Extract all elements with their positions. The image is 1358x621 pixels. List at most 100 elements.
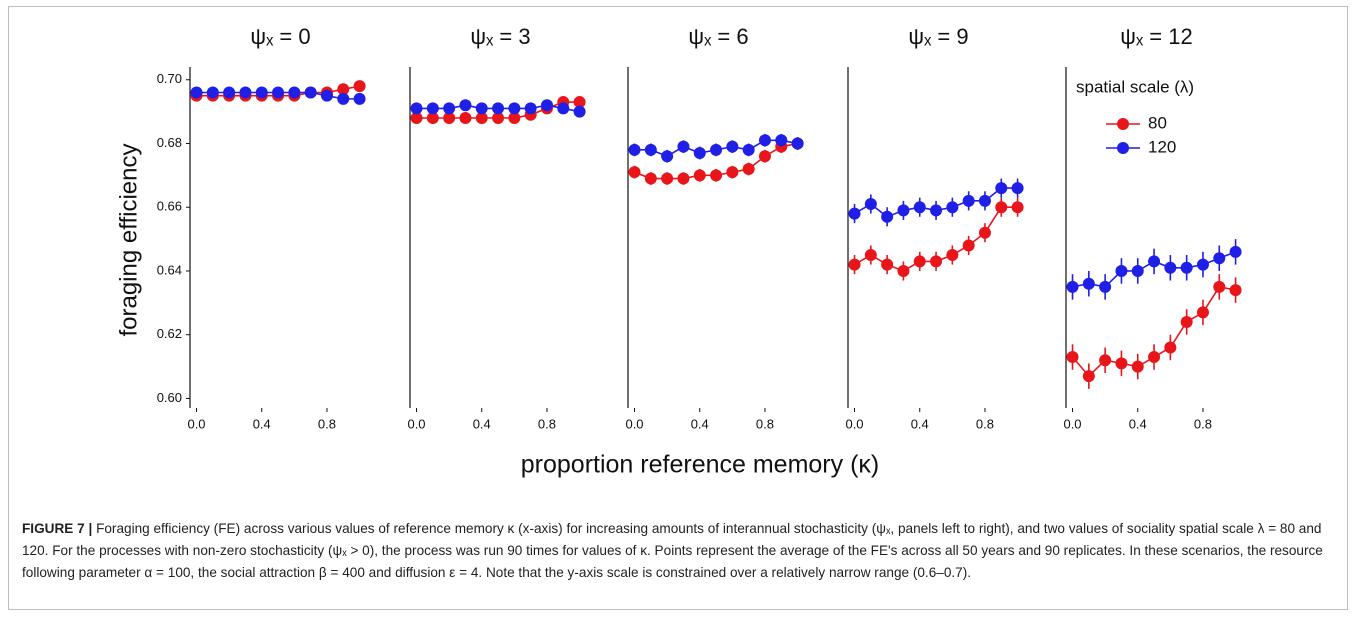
point: [492, 102, 505, 115]
panel-title: ψₓ = 6: [688, 24, 748, 49]
point: [864, 198, 877, 211]
legend-label: 120: [1148, 137, 1176, 156]
point: [693, 169, 706, 182]
point: [742, 162, 755, 175]
x-tick-label: 0.4: [473, 416, 491, 431]
caption-label: FIGURE 7 |: [22, 521, 93, 536]
point: [897, 204, 910, 217]
point: [353, 92, 366, 105]
point: [995, 201, 1008, 214]
point: [1115, 357, 1128, 370]
x-tick-label: 0.0: [625, 416, 643, 431]
point: [946, 201, 959, 214]
point: [1164, 341, 1177, 354]
y-axis-label: foraging efficiency: [115, 143, 142, 336]
y-tick-label: 0.64: [157, 262, 182, 277]
point: [677, 172, 690, 185]
point: [946, 249, 959, 262]
chart: ψₓ = 0 0.60 0.62 0.64 0.66 0.68 0.70 0.0 0.4 0.8 f…: [115, 24, 1242, 479]
panel-title: ψₓ = 0: [250, 24, 310, 49]
x-tick-label: 0.8: [538, 416, 556, 431]
point: [758, 134, 771, 147]
point: [443, 111, 456, 124]
point: [978, 194, 991, 207]
point: [962, 194, 975, 207]
point: [1082, 277, 1095, 290]
point: [320, 89, 333, 102]
point: [848, 258, 861, 271]
point: [644, 143, 657, 156]
legend-label: 80: [1148, 113, 1167, 132]
point: [410, 111, 423, 124]
x-tick-label: 0.8: [976, 416, 994, 431]
point: [1131, 360, 1144, 373]
point: [272, 86, 285, 99]
point: [1011, 182, 1024, 195]
y-tick-label: 0.66: [157, 199, 182, 214]
point: [775, 134, 788, 147]
point: [644, 172, 657, 185]
point: [913, 201, 926, 214]
point: [459, 99, 472, 112]
point: [1099, 280, 1112, 293]
legend-marker: [1117, 118, 1129, 130]
point: [930, 255, 943, 268]
y-tick-label: 0.70: [157, 71, 182, 86]
point: [337, 92, 350, 105]
point: [1164, 261, 1177, 274]
point: [353, 80, 366, 93]
x-tick-label: 0.4: [1129, 416, 1147, 431]
point: [1213, 280, 1226, 293]
point: [190, 86, 203, 99]
point: [726, 166, 739, 179]
point: [1011, 201, 1024, 214]
point: [288, 86, 301, 99]
point: [524, 102, 537, 115]
x-tick-label: 0.0: [845, 416, 863, 431]
point: [443, 102, 456, 115]
point: [426, 111, 439, 124]
point: [962, 239, 975, 252]
point: [677, 140, 690, 153]
point: [693, 147, 706, 160]
point: [710, 169, 723, 182]
caption: FIGURE 7 | Foraging efficiency (FE) acro…: [22, 518, 1332, 584]
point: [930, 204, 943, 217]
point: [742, 143, 755, 156]
x-tick-label: 0.8: [318, 416, 336, 431]
point: [1082, 370, 1095, 383]
point: [337, 83, 350, 96]
point: [661, 150, 674, 163]
point: [255, 86, 268, 99]
point: [557, 102, 570, 115]
point: [913, 255, 926, 268]
point: [239, 86, 252, 99]
point: [508, 102, 521, 115]
point: [710, 143, 723, 156]
point: [897, 264, 910, 277]
point: [573, 96, 586, 109]
point: [223, 86, 236, 99]
legend-title: spatial scale (λ): [1076, 77, 1194, 96]
point: [628, 143, 641, 156]
x-tick-label: 0.4: [691, 416, 709, 431]
point: [978, 226, 991, 239]
point: [1229, 284, 1242, 297]
point: [995, 182, 1008, 195]
point: [508, 111, 521, 124]
x-tick-label: 0.4: [911, 416, 929, 431]
panel-title: ψₓ = 3: [470, 24, 530, 49]
point: [661, 172, 674, 185]
point: [1099, 354, 1112, 367]
point: [304, 86, 317, 99]
point: [1180, 315, 1193, 328]
point: [540, 99, 553, 112]
point: [475, 102, 488, 115]
point: [628, 166, 641, 179]
panel-title: ψₓ = 9: [908, 24, 968, 49]
point: [426, 102, 439, 115]
x-axis-label: proportion reference memory (κ): [521, 451, 879, 479]
point: [459, 111, 472, 124]
point: [1196, 306, 1209, 319]
